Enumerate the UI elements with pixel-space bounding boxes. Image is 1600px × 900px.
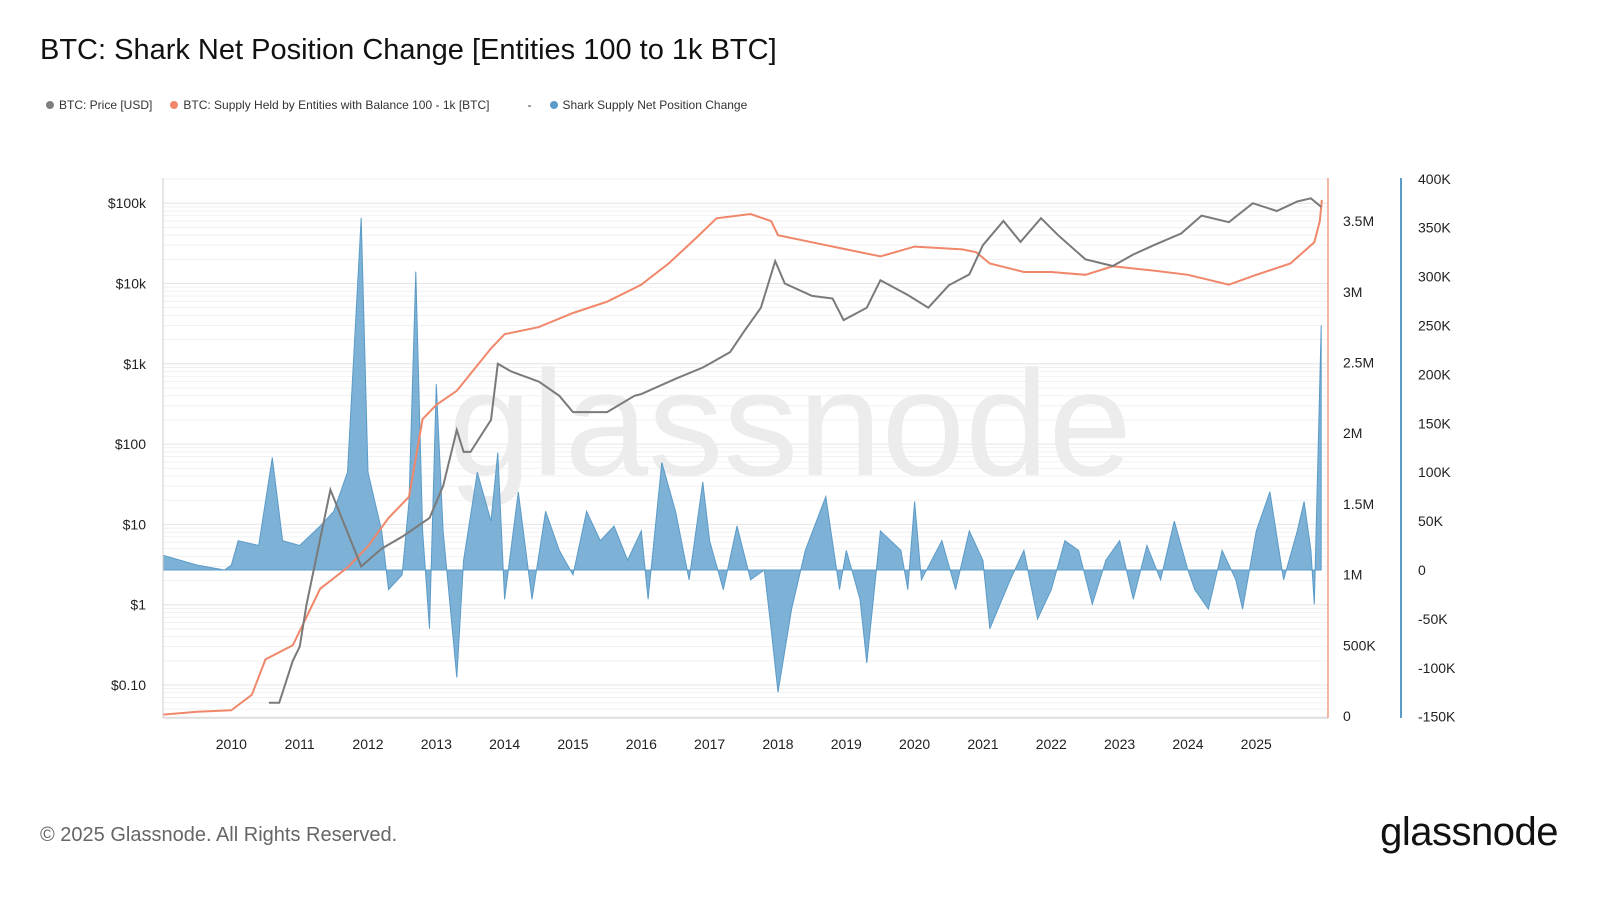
x-tick-label: 2019 bbox=[831, 736, 862, 752]
net-change-tick-label: -150K bbox=[1418, 709, 1456, 725]
supply-tick-label: 2.5M bbox=[1343, 355, 1374, 371]
price-tick-label: $0.10 bbox=[111, 677, 146, 693]
legend-dot-price bbox=[46, 101, 54, 109]
chart-title: BTC: Shark Net Position Change [Entities… bbox=[40, 34, 777, 66]
x-tick-label: 2010 bbox=[216, 736, 247, 752]
x-tick-label: 2024 bbox=[1172, 736, 1203, 752]
x-tick-label: 2014 bbox=[489, 736, 520, 752]
supply-tick-label: 3M bbox=[1343, 284, 1362, 300]
x-tick-label: 2021 bbox=[967, 736, 998, 752]
price-tick-label: $1 bbox=[130, 597, 146, 613]
net-change-tick-label: 200K bbox=[1418, 366, 1451, 382]
legend-label: BTC: Supply Held by Entities with Balanc… bbox=[183, 98, 490, 112]
x-tick-label: 2025 bbox=[1241, 736, 1272, 752]
price-tick-label: $100k bbox=[108, 195, 147, 211]
supply-tick-label: 0 bbox=[1343, 708, 1351, 724]
x-tick-label: 2015 bbox=[557, 736, 588, 752]
supply-tick-label: 1.5M bbox=[1343, 496, 1374, 512]
net-change-tick-label: 250K bbox=[1418, 318, 1451, 334]
glassnode-logo: glassnode bbox=[1380, 810, 1558, 854]
gridlines bbox=[163, 178, 1328, 718]
net-change-tick-label: 350K bbox=[1418, 220, 1451, 236]
net-change-tick-label: 50K bbox=[1418, 513, 1444, 529]
legend-dot-supply bbox=[170, 101, 179, 109]
x-tick-label: 2017 bbox=[694, 736, 725, 752]
x-tick-label: 2023 bbox=[1104, 736, 1135, 752]
supply-tick-label: 500K bbox=[1343, 637, 1376, 653]
net-change-tick-label: -50K bbox=[1418, 611, 1448, 627]
x-tick-label: 2018 bbox=[762, 736, 793, 752]
net-change-tick-label: 0 bbox=[1418, 562, 1426, 578]
x-tick-label: 2016 bbox=[626, 736, 657, 752]
net-change-tick-label: -100K bbox=[1418, 660, 1456, 676]
x-tick-label: 2013 bbox=[421, 736, 452, 752]
x-tick-label: 2020 bbox=[899, 736, 930, 752]
series-marks bbox=[162, 197, 1323, 716]
legend-dot-net-change bbox=[549, 101, 558, 109]
x-tick-label: 2012 bbox=[352, 736, 383, 752]
legend-item-supply[interactable]: BTC: Supply Held by Entities with Balanc… bbox=[170, 98, 490, 112]
legend: BTC: Price [USD] BTC: Supply Held by Ent… bbox=[46, 98, 747, 112]
x-tick-label: 2011 bbox=[285, 736, 315, 752]
legend-label: - bbox=[527, 98, 532, 112]
net-change-tick-label: 150K bbox=[1418, 415, 1451, 431]
legend-item-net-change[interactable]: Shark Supply Net Position Change bbox=[549, 98, 748, 112]
price-tick-label: $100 bbox=[115, 436, 146, 452]
legend-item-price[interactable]: BTC: Price [USD] bbox=[46, 98, 152, 112]
net-change-tick-label: 400K bbox=[1418, 171, 1451, 187]
net-change-tick-label: 100K bbox=[1418, 464, 1451, 480]
price-tick-label: $10k bbox=[116, 276, 147, 292]
legend-label: Shark Supply Net Position Change bbox=[562, 98, 748, 112]
net-change-tick-label: 300K bbox=[1418, 269, 1451, 285]
copyright-footer: © 2025 Glassnode. All Rights Reserved. bbox=[40, 824, 398, 846]
price-line bbox=[268, 197, 1322, 704]
watermark: glassnode bbox=[448, 339, 1132, 507]
x-tick-label: 2022 bbox=[1036, 736, 1067, 752]
supply-tick-label: 1M bbox=[1343, 567, 1362, 583]
price-tick-label: $10 bbox=[123, 516, 147, 532]
supply-tick-label: 2M bbox=[1343, 425, 1362, 441]
net-change-area bbox=[162, 217, 1322, 693]
legend-separator: - bbox=[528, 98, 532, 112]
price-tick-label: $1k bbox=[123, 356, 147, 372]
supply-tick-label: 3.5M bbox=[1343, 213, 1374, 229]
axes: 2010 2011 2012 2013 2014 2015 2016 2017 2018 2019… bbox=[108, 171, 1456, 752]
legend-label: BTC: Price [USD] bbox=[59, 98, 153, 112]
